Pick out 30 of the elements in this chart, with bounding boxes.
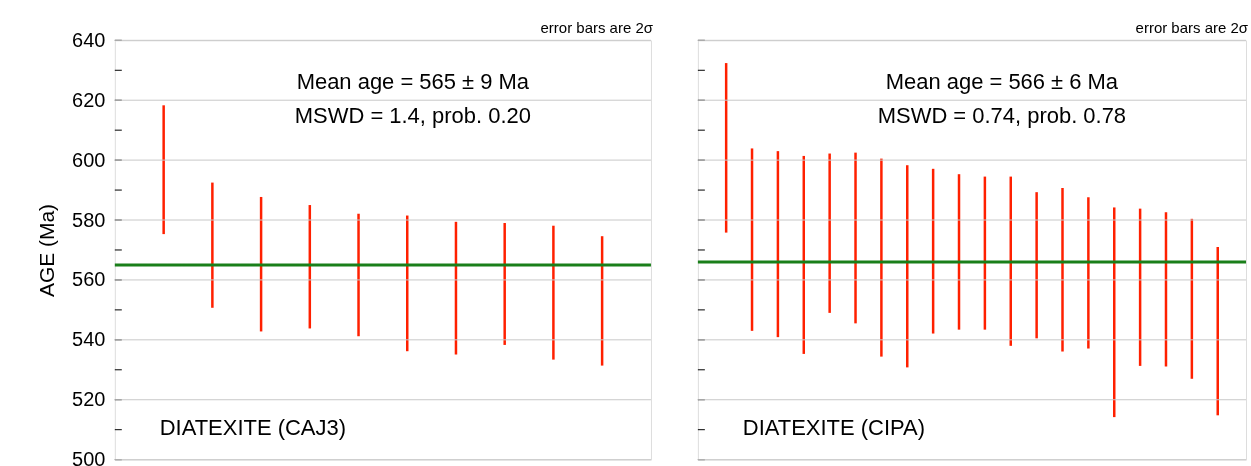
y-tick-label: 600 <box>72 148 106 171</box>
annotation: MSWD = 0.74, prob. 0.78 <box>877 103 1127 129</box>
text: error bars are 2σ <box>1135 19 1249 37</box>
annotation: MSWD = 1.4, prob. 0.20 <box>294 103 531 129</box>
bar <box>1035 192 1038 339</box>
annotation: DIATEXITE (CAJ3) <box>159 414 346 440</box>
bar <box>162 105 165 235</box>
y-tick-label: 640 <box>72 28 106 51</box>
bar <box>854 152 857 324</box>
y-tick-label: 620 <box>72 88 106 111</box>
y-tick-label: 540 <box>72 328 106 351</box>
bar <box>552 225 555 360</box>
bar <box>211 182 214 308</box>
y-tick-label: 520 <box>72 388 106 411</box>
bar <box>1061 187 1064 352</box>
text: error bars are 2σ <box>540 19 654 37</box>
bar <box>357 213 360 337</box>
y-tick-label: 560 <box>72 268 106 291</box>
bar <box>1216 246 1219 416</box>
annotation: Mean age = 566 ± 6 Ma <box>885 69 1119 95</box>
annotation: DIATEXITE (CIPA) <box>742 414 925 440</box>
annotation: Mean age = 565 ± 9 Ma <box>296 69 530 95</box>
y-tick-label: 500 <box>72 448 106 466</box>
y-axis-title: AGE (Ma) <box>35 203 59 298</box>
bar <box>1087 197 1090 349</box>
bar <box>906 165 909 368</box>
bar <box>503 223 506 345</box>
y-tick-label: 580 <box>72 208 106 231</box>
bar <box>828 153 831 313</box>
bar <box>880 158 883 357</box>
